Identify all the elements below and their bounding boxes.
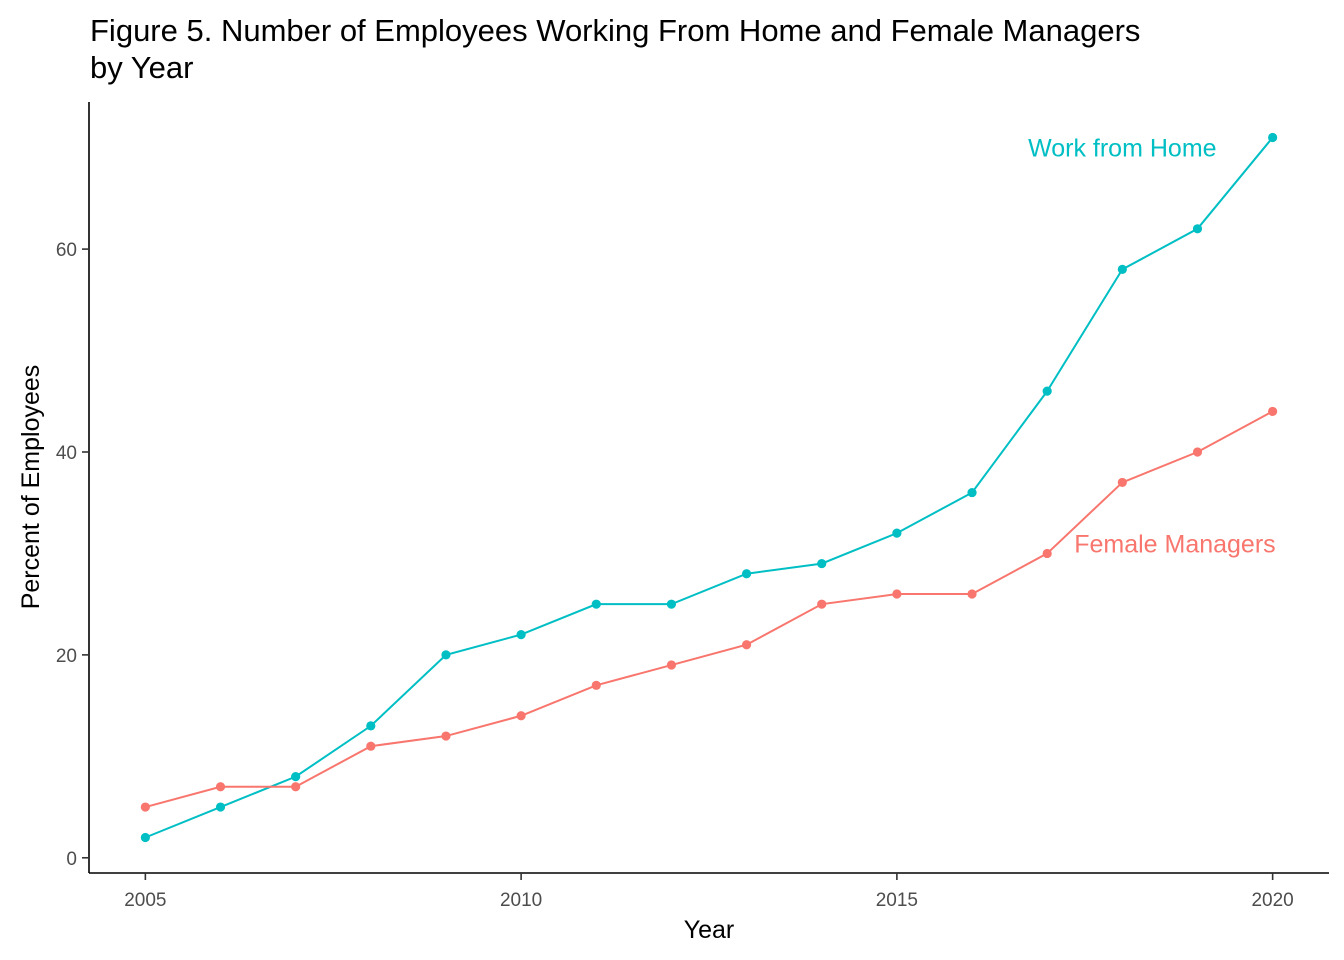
series-label-work-from-home: Work from Home [1028,135,1216,163]
data-point-work-from-home [215,802,226,812]
y-tick-label: 20 [56,646,77,667]
data-point-female-managers [1192,447,1203,457]
y-tick-label: 60 [56,240,77,261]
data-point-work-from-home [366,721,376,731]
data-point-work-from-home [1192,224,1203,234]
y-tick-label: 0 [66,849,77,870]
series-line-work-from-home [144,136,1274,839]
data-point-work-from-home [1117,264,1127,274]
data-point-work-from-home [741,569,752,579]
data-point-work-from-home [441,650,451,660]
data-point-female-managers [591,680,601,690]
x-tick-label: 2020 [1251,890,1293,911]
series-label-female-managers: Female Managers [1074,530,1275,558]
data-point-work-from-home [892,528,902,538]
data-point-female-managers [291,782,301,792]
y-ticks: 0 20 40 60 [56,240,89,870]
data-point-female-managers [1117,477,1127,488]
x-tick-label: 2010 [500,890,542,911]
chart-title-line-1: Figure 5. Number of Employees Working Fr… [90,13,1140,48]
data-point-work-from-home [140,832,150,843]
series-line-female-managers [145,410,1274,809]
data-point-female-managers [516,711,526,721]
data-point-female-managers [741,640,752,650]
series-work-from-home: Work from Home [140,132,1278,843]
chart-title: Figure 5. Number of Employees Working Fr… [90,13,1140,85]
data-point-female-managers [140,802,150,812]
data-point-female-managers [366,741,376,751]
x-axis-title: Year [684,916,735,944]
data-point-female-managers [1268,406,1278,417]
data-point-female-managers [967,589,977,599]
data-point-female-managers [666,660,677,670]
y-tick-label: 40 [56,443,77,464]
y-axis-title: Percent of Employees [17,365,45,610]
data-point-work-from-home [666,599,677,609]
data-point-work-from-home [1042,386,1052,396]
data-point-work-from-home [291,772,301,782]
data-point-work-from-home [817,558,827,569]
data-point-female-managers [215,782,226,792]
x-ticks: 2005 2010 2015 2020 [124,873,1294,911]
data-point-female-managers [441,731,451,741]
data-point-work-from-home [591,599,601,609]
x-tick-label: 2005 [124,890,166,911]
x-tick-label: 2015 [876,890,918,911]
series-female-managers: Female Managers [140,406,1278,812]
axes [88,102,1329,874]
series-layer: Work from Home Female Managers [140,132,1278,843]
data-point-female-managers [892,589,902,599]
data-point-work-from-home [516,629,526,640]
data-point-female-managers [1042,548,1052,559]
data-point-female-managers [817,599,827,609]
data-point-work-from-home [1268,132,1278,143]
data-point-work-from-home [967,487,977,498]
chart-title-line-2: by Year [90,50,193,85]
